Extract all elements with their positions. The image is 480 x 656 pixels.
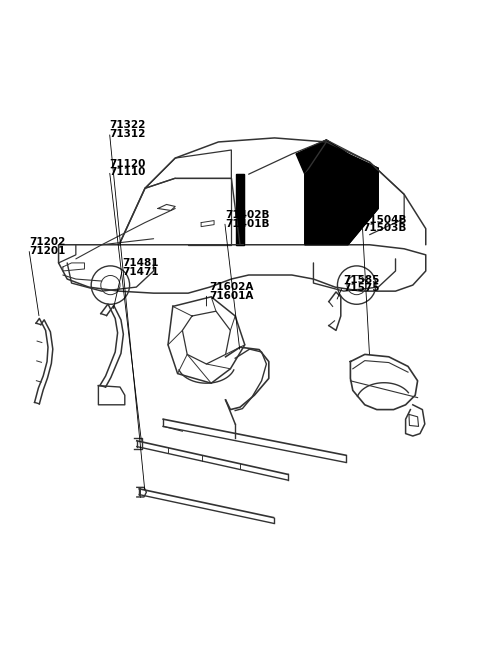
Text: 71481: 71481 [122, 258, 159, 268]
Text: 71601A: 71601A [209, 291, 253, 300]
Text: 71503B: 71503B [362, 224, 407, 234]
Text: 71120: 71120 [109, 159, 146, 169]
Polygon shape [236, 174, 244, 245]
Polygon shape [305, 154, 378, 245]
Text: 71504B: 71504B [362, 215, 407, 225]
Text: 71585: 71585 [343, 275, 380, 285]
Text: 71402B: 71402B [226, 210, 270, 220]
Text: 71202: 71202 [29, 237, 65, 247]
Text: 71312: 71312 [109, 129, 146, 139]
Text: 71322: 71322 [109, 120, 146, 131]
Text: 71602A: 71602A [209, 282, 253, 292]
Text: 71110: 71110 [109, 167, 146, 177]
Text: 71471: 71471 [122, 266, 159, 277]
Polygon shape [296, 140, 348, 174]
Text: 71575: 71575 [343, 283, 380, 293]
Text: 71201: 71201 [29, 246, 65, 256]
Text: 71401B: 71401B [226, 218, 270, 229]
